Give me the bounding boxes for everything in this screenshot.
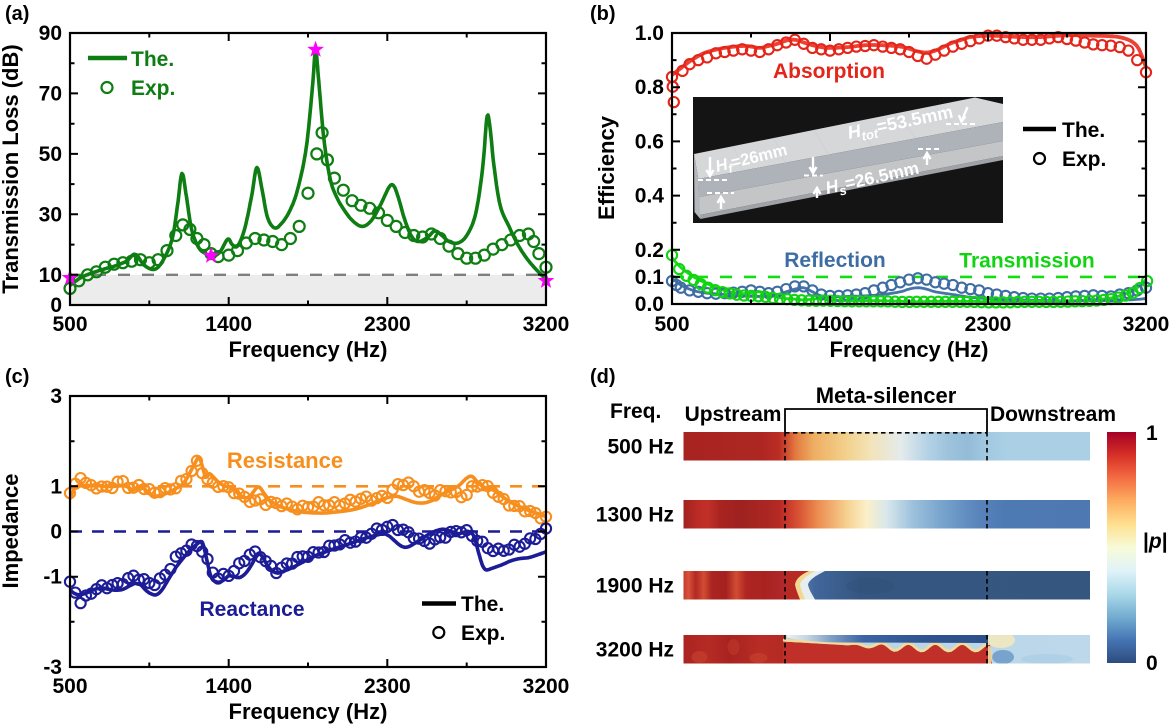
svg-text:Exp.: Exp.: [1062, 148, 1106, 171]
svg-text:0.0: 0.0: [635, 293, 664, 316]
svg-text:0.2: 0.2: [635, 239, 664, 262]
svg-text:30: 30: [39, 203, 62, 226]
svg-text:1400: 1400: [205, 675, 252, 698]
svg-text:1400: 1400: [205, 313, 252, 336]
svg-text:Downstream: Downstream: [990, 403, 1116, 426]
svg-text:2300: 2300: [364, 675, 411, 698]
svg-text:50: 50: [39, 143, 62, 166]
svg-text:1300 Hz: 1300 Hz: [596, 503, 674, 526]
svg-text:500: 500: [654, 313, 689, 336]
svg-text:The.: The.: [131, 48, 174, 71]
svg-text:0: 0: [1146, 652, 1158, 675]
svg-text:The.: The.: [461, 593, 504, 616]
svg-text:3200 Hz: 3200 Hz: [596, 638, 674, 661]
svg-text:Freq.: Freq.: [610, 400, 661, 423]
svg-text:(c): (c): [5, 366, 29, 388]
svg-text:Exp.: Exp.: [461, 622, 505, 645]
svg-text:(a): (a): [5, 3, 29, 25]
svg-text:Frequency (Hz): Frequency (Hz): [830, 337, 989, 362]
svg-text:1: 1: [50, 475, 62, 498]
svg-text:Transmission Loss (dB): Transmission Loss (dB): [0, 44, 23, 293]
svg-text:1900 Hz: 1900 Hz: [596, 574, 674, 597]
svg-text:0.4: 0.4: [635, 185, 665, 208]
svg-text:Resistance: Resistance: [227, 448, 343, 473]
svg-text:Frequency (Hz): Frequency (Hz): [229, 699, 388, 724]
svg-text:(b): (b): [590, 3, 616, 25]
svg-text:500: 500: [52, 313, 87, 336]
svg-text:0.8: 0.8: [635, 76, 665, 99]
svg-text:Frequency (Hz): Frequency (Hz): [229, 337, 388, 362]
svg-text:0: 0: [50, 294, 62, 317]
svg-text:|p|: |p|: [1143, 530, 1168, 553]
svg-text:2300: 2300: [965, 313, 1012, 336]
svg-text:0: 0: [50, 521, 62, 544]
svg-text:0.1: 0.1: [635, 266, 665, 289]
svg-text:70: 70: [39, 82, 62, 105]
svg-text:500: 500: [52, 675, 87, 698]
svg-text:Upstream: Upstream: [685, 403, 782, 426]
svg-text:500 Hz: 500 Hz: [607, 435, 674, 458]
svg-text:10: 10: [39, 264, 62, 287]
svg-text:2300: 2300: [364, 313, 411, 336]
svg-text:(d): (d): [590, 366, 616, 388]
svg-text:Transmission: Transmission: [959, 250, 1094, 273]
svg-text:3200: 3200: [1123, 313, 1170, 336]
svg-text:3200: 3200: [523, 313, 570, 336]
svg-text:Absorption: Absorption: [773, 60, 885, 83]
svg-text:1400: 1400: [807, 313, 854, 336]
svg-text:Reactance: Reactance: [199, 598, 304, 621]
svg-text:Meta-silencer: Meta-silencer: [816, 383, 957, 408]
svg-text:1.0: 1.0: [635, 22, 664, 45]
svg-text:-3: -3: [43, 656, 62, 679]
svg-text:Reflection: Reflection: [784, 249, 886, 272]
svg-text:Exp.: Exp.: [131, 77, 175, 100]
svg-text:The.: The.: [1062, 119, 1105, 142]
svg-text:-1: -1: [43, 566, 62, 589]
svg-text:0.6: 0.6: [635, 130, 664, 153]
svg-text:3200: 3200: [523, 675, 570, 698]
svg-text:Impedance: Impedance: [0, 474, 23, 589]
svg-text:3: 3: [50, 385, 62, 408]
svg-text:1: 1: [1146, 422, 1158, 445]
svg-text:Efficiency: Efficiency: [594, 115, 619, 220]
svg-text:90: 90: [39, 22, 62, 45]
